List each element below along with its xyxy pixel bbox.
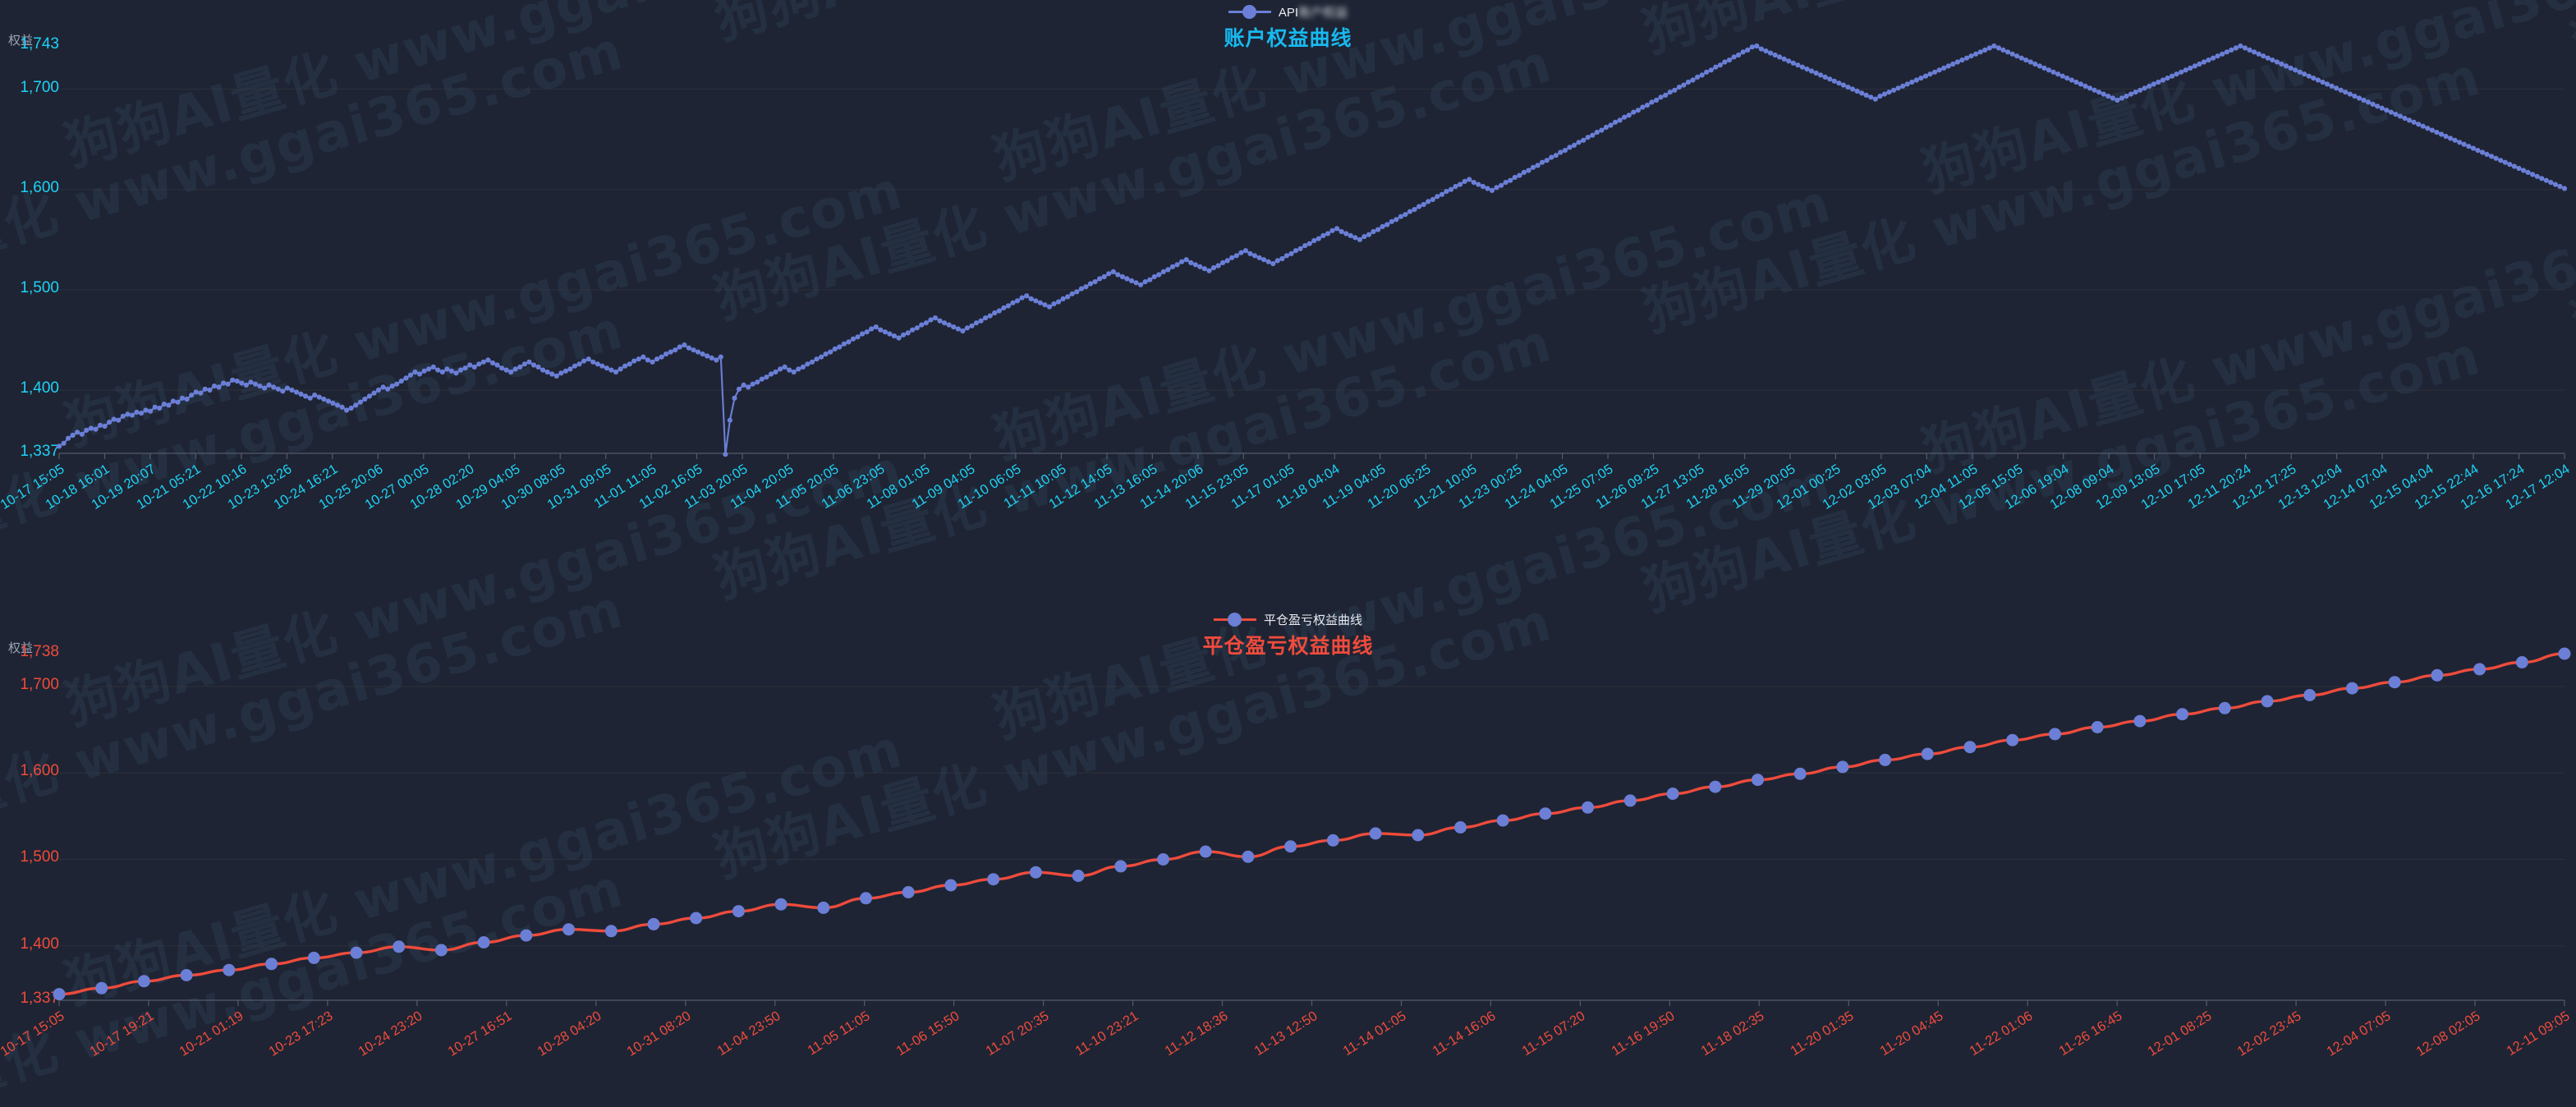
legend-label-closed-pnl: 平仓盈亏权益曲线: [1263, 613, 1362, 627]
x-axis-ticks-bottom: 10-17 15:05 10-17 19:21 10-21 01:19 10-23 1…: [0, 1008, 2576, 1107]
y-axis-tick-label: 1,337: [20, 443, 59, 460]
plot-area-top[interactable]: [0, 0, 2576, 542]
y-axis-tick-label: 1,600: [20, 178, 59, 196]
y-axis-tick-label: 1,500: [20, 278, 59, 296]
y-axis-name-top: 权益: [8, 33, 34, 48]
y-axis-tick-label: 1,400: [20, 379, 59, 397]
y-axis-tick-label: 1,738: [20, 643, 59, 660]
legend-item-api-equity[interactable]: API账户权益: [1228, 3, 1348, 21]
chart-title-closed-pnl: 平仓盈亏权益曲线: [1202, 635, 1374, 658]
legend-item-closed-pnl[interactable]: 平仓盈亏权益曲线: [1213, 611, 1362, 628]
legend-line-marker-icon: [1228, 5, 1271, 20]
y-axis-tick-label: 1,400: [20, 935, 59, 953]
y-axis-tick-label: 1,500: [20, 848, 59, 866]
plot-area-bottom[interactable]: [0, 608, 2576, 1091]
chart-legend-top[interactable]: API账户权益: [0, 3, 2576, 21]
y-axis-tick-label: 1,700: [20, 675, 59, 693]
closed-pnl-equity-chart: 平仓盈亏权益曲线 平仓盈亏权益曲线 权益 1,738 1,700 1,600 1,50…: [0, 608, 2576, 1091]
legend-label-api-equity: API账户权益: [1278, 6, 1348, 20]
y-axis-tick-label: 1,743: [20, 35, 59, 53]
y-axis-ticks-bottom: 1,738 1,700 1,600 1,500 1,400 1,337: [0, 608, 59, 1091]
y-axis-tick-label: 1,700: [20, 78, 59, 96]
legend-line-marker-icon: [1213, 613, 1256, 627]
y-axis-tick-label: 1,600: [20, 762, 59, 780]
chart-title-account-equity: 账户权益曲线: [1224, 27, 1352, 50]
account-equity-chart: API账户权益 账户权益曲线 权益 1,743 1,700 1,600 1,500 1,…: [0, 0, 2576, 542]
x-axis-ticks-top: 10-17 15:05 10-18 16:01 10-19 20:07 10-21 0…: [0, 462, 2576, 560]
y-axis-ticks-top: 1,743 1,700 1,600 1,500 1,400 1,337: [0, 0, 59, 542]
chart-legend-bottom[interactable]: 平仓盈亏权益曲线: [0, 611, 2576, 628]
y-axis-name-bottom: 权益: [8, 641, 34, 655]
y-axis-tick-label: 1,337: [20, 990, 59, 1007]
